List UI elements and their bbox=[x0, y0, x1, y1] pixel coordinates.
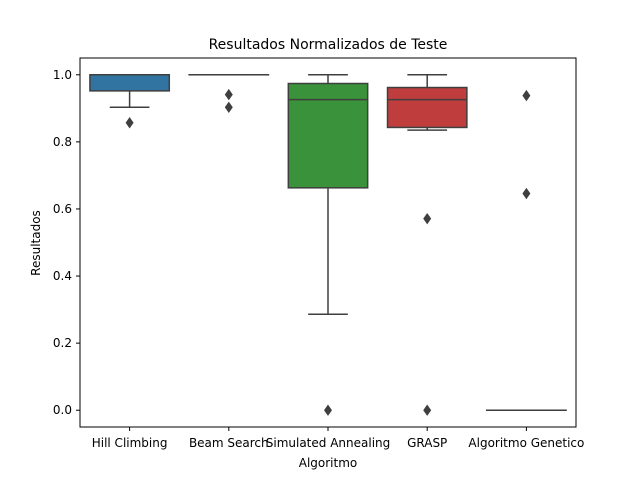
x-tick-label: Beam Search bbox=[189, 436, 269, 450]
x-tick-label: Hill Climbing bbox=[92, 436, 168, 450]
outlier-point bbox=[522, 187, 531, 200]
outlier-point bbox=[224, 88, 233, 101]
x-tick-label: GRASP bbox=[407, 436, 447, 450]
outlier-point bbox=[423, 404, 432, 416]
box-simulated-annealing bbox=[287, 82, 369, 189]
plot-frame bbox=[79, 57, 577, 428]
y-tick-label: 1.0 bbox=[53, 68, 72, 82]
y-tick-label: 0.8 bbox=[53, 135, 72, 149]
box-grasp bbox=[386, 86, 468, 129]
outlier-point bbox=[423, 212, 432, 225]
outlier-point bbox=[224, 101, 233, 114]
outlier-point bbox=[125, 117, 134, 129]
y-axis-label: Resultados bbox=[29, 210, 43, 276]
y-tick-label: 0.6 bbox=[53, 202, 72, 216]
x-axis-label: Algoritmo bbox=[299, 456, 358, 470]
y-tick-label: 0.0 bbox=[53, 403, 72, 417]
y-tick-label: 0.2 bbox=[53, 336, 72, 350]
x-tick-label: Algoritmo Genetico bbox=[468, 436, 584, 450]
chart-title: Resultados Normalizados de Teste bbox=[209, 37, 448, 53]
outlier-point bbox=[522, 89, 531, 102]
box-hill-climbing bbox=[89, 74, 171, 92]
outlier-point bbox=[324, 404, 332, 416]
y-tick-label: 0.4 bbox=[53, 269, 72, 283]
x-tick-label: Simulated Annealing bbox=[266, 436, 391, 450]
